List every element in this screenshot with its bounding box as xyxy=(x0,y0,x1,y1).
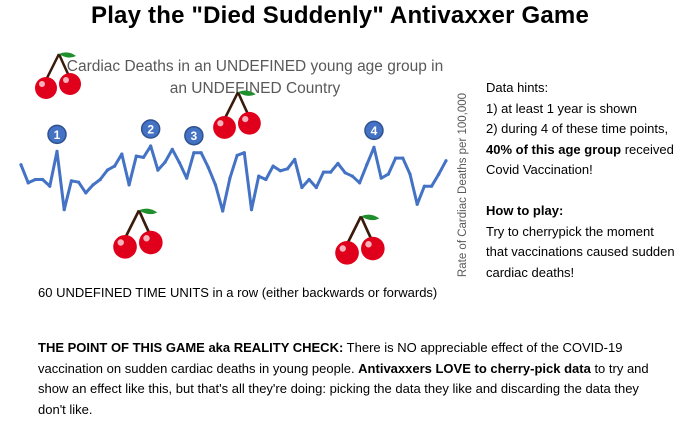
reality-check-text-1: There is NO appreciable effect of the CO… xyxy=(38,340,623,376)
data-point xyxy=(228,176,232,180)
data-point xyxy=(415,202,419,206)
data-point xyxy=(365,163,369,167)
data-point xyxy=(33,177,38,182)
data-point xyxy=(343,171,347,175)
data-point xyxy=(357,181,362,185)
time-point-marker: 3 xyxy=(184,125,204,146)
data-point xyxy=(113,164,117,168)
data-point xyxy=(213,183,218,187)
data-point xyxy=(127,183,131,187)
data-point xyxy=(235,153,239,157)
x-axis-label: 60 UNDEFINED TIME UNITS in a row (either… xyxy=(38,285,438,300)
data-point xyxy=(120,152,124,156)
time-point-marker: 2 xyxy=(140,119,161,139)
cherry-icon xyxy=(113,208,163,259)
marker-label: 2 xyxy=(147,123,154,137)
y-axis-label: Rate of Cardiac Deaths per 100,000 xyxy=(457,92,469,278)
reality-check-bold: Antivaxxers LOVE to cherry-pick data xyxy=(358,360,591,376)
data-point xyxy=(271,164,275,168)
data-point xyxy=(170,147,174,151)
data-point xyxy=(55,149,59,153)
data-point xyxy=(206,165,210,170)
data-point xyxy=(141,155,146,159)
data-point xyxy=(257,174,261,178)
data-point xyxy=(379,176,383,180)
hint-2-bold: 40% of this age group xyxy=(486,141,622,157)
data-point xyxy=(77,180,81,184)
data-point xyxy=(199,151,203,155)
how-to-play-heading: How to play: xyxy=(486,203,564,218)
data-point xyxy=(98,177,102,182)
hint-2: 2) during 4 of these time points, 40% of… xyxy=(486,119,676,181)
data-point xyxy=(48,184,52,188)
data-point xyxy=(372,145,376,149)
data-point xyxy=(314,185,318,190)
data-point xyxy=(350,174,354,178)
hint-2-text-a: 2) during 4 of these time points, xyxy=(486,121,669,136)
data-point xyxy=(19,163,23,167)
data-point xyxy=(185,176,189,180)
data-point xyxy=(437,172,441,176)
data-point xyxy=(336,161,340,166)
data-point xyxy=(177,161,182,165)
how-to-play-text: Try to cherrypick the moment that vaccin… xyxy=(486,223,675,280)
reality-check-text-2: to try and show an effect like this, but… xyxy=(38,360,649,417)
data-point xyxy=(401,156,405,160)
data-point xyxy=(91,183,95,187)
page-title: Play the "Died Suddenly" Antivaxxer Game xyxy=(90,2,590,29)
data-point xyxy=(26,181,30,185)
reality-check-paragraph: THE POINT OF THIS GAME aka REALITY CHECK… xyxy=(38,338,658,420)
chart-title: Cardiac Deaths in an UNDEFINED young age… xyxy=(66,58,444,97)
data-point xyxy=(386,172,390,176)
data-point xyxy=(62,208,66,212)
data-point xyxy=(221,209,225,213)
data-point xyxy=(429,184,434,188)
data-point xyxy=(192,151,196,155)
data-point xyxy=(249,208,254,212)
data-point xyxy=(300,185,304,190)
reality-check-heading: THE POINT OF THIS GAME aka REALITY CHECK… xyxy=(38,340,344,355)
data-point xyxy=(278,169,282,173)
data-point xyxy=(444,159,448,163)
data-point xyxy=(84,191,88,195)
data-point xyxy=(307,177,311,182)
data-point xyxy=(69,179,74,183)
time-point-marker: 4 xyxy=(364,120,384,141)
data-point xyxy=(156,168,160,172)
data-point xyxy=(293,157,297,161)
data-point xyxy=(242,151,246,155)
data-point xyxy=(393,156,398,160)
data-point xyxy=(134,154,138,158)
marker-label: 4 xyxy=(371,124,378,138)
data-hints-panel: Data hints: 1) at least 1 year is shown … xyxy=(486,78,676,283)
marker-label: 3 xyxy=(191,129,198,143)
data-point xyxy=(41,177,45,182)
data-point xyxy=(321,170,326,174)
cherry-icon xyxy=(35,52,81,99)
hint-1: 1) at least 1 year is shown xyxy=(486,100,638,116)
cherry-icon xyxy=(213,90,261,139)
data-point xyxy=(408,172,412,176)
data-point xyxy=(149,144,153,148)
data-point xyxy=(105,168,110,172)
hint-2-text-b: received Covid Vaccination! xyxy=(486,141,674,178)
cherry-icon xyxy=(335,214,385,265)
series-line xyxy=(19,144,448,213)
data-point xyxy=(329,170,333,174)
marker-label: 1 xyxy=(54,128,61,142)
data-point xyxy=(163,160,167,164)
data-point xyxy=(285,167,290,171)
data-point xyxy=(422,184,426,188)
data-point xyxy=(264,177,268,182)
hints-heading: Data hints: xyxy=(486,80,549,95)
time-point-marker: 1 xyxy=(47,124,67,145)
